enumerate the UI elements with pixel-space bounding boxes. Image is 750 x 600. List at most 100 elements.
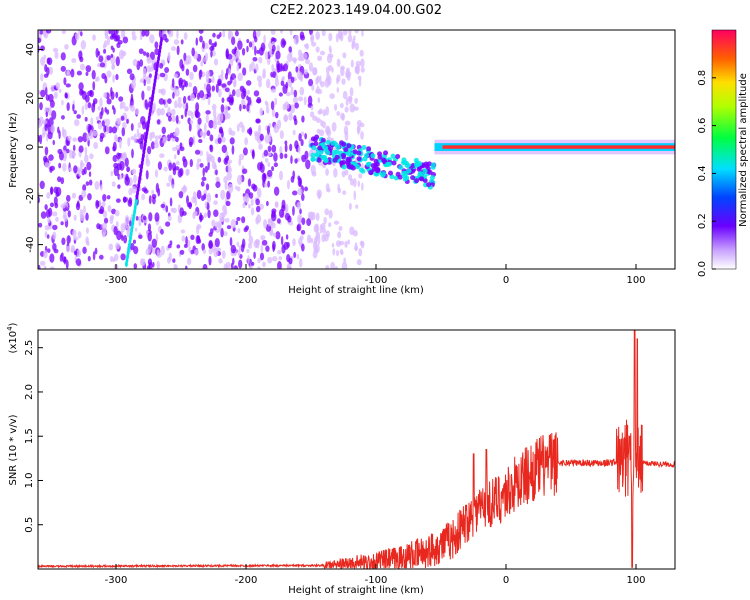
spectrogram-cell <box>395 153 401 159</box>
spectrogram-cell <box>46 57 51 65</box>
spectrogram-cell <box>202 249 207 254</box>
spectrogram-carrier-core <box>442 145 675 149</box>
spectrogram-cell <box>231 36 236 46</box>
spectrogram-cell <box>271 41 276 46</box>
spectrogram-cell <box>404 175 410 181</box>
spectrogram-cell <box>133 245 139 255</box>
spectrogram-cell <box>231 48 237 55</box>
spectrogram-cell <box>298 96 304 102</box>
spectrogram-cell <box>306 234 312 244</box>
spectrogram-cell <box>85 239 89 246</box>
spectrogram-cell <box>108 243 114 251</box>
spectrogram-cell <box>234 30 239 37</box>
y-tick-label: 0.5 <box>24 517 35 533</box>
spectrogram-cell <box>115 73 119 81</box>
spectrogram-cell <box>92 81 96 91</box>
spectrogram-cell <box>204 201 208 209</box>
spectrogram-cell <box>178 77 184 86</box>
spectrogram-cell <box>79 56 84 63</box>
spectrogram-cell <box>139 34 143 41</box>
spectrogram-cell <box>146 56 152 64</box>
spectrogram-cell <box>265 200 269 207</box>
spectrogram-cell <box>247 242 253 249</box>
spectrogram-cell <box>236 186 241 192</box>
spectrogram-cell <box>106 70 112 78</box>
spectrogram-cell <box>74 32 80 41</box>
spectrogram-cell <box>343 147 349 153</box>
spectrogram-cell <box>353 190 357 201</box>
spectrogram-cell <box>104 31 109 40</box>
y-tick-label: 2.5 <box>24 340 35 356</box>
spectrogram-cell <box>200 60 204 67</box>
spectrogram-cell <box>40 211 47 219</box>
spectrogram-cell <box>295 66 299 73</box>
spectrogram-cell <box>311 211 316 221</box>
spectrogram-cell <box>85 212 89 221</box>
spectrogram-cell <box>122 36 129 44</box>
spectrogram-cell <box>317 55 323 62</box>
spectrogram-cell <box>198 30 204 34</box>
spectrogram-cell <box>98 254 104 260</box>
spectrogram-cell <box>180 114 184 119</box>
spectrogram-cell <box>203 83 207 90</box>
spectrogram-cell <box>294 140 299 149</box>
spectrogram-cell <box>344 131 349 141</box>
spectrogram-cell <box>94 247 98 255</box>
spectrogram-cell <box>239 85 245 93</box>
spectrogram-cell <box>105 124 110 135</box>
spectrogram-cell <box>289 30 293 36</box>
spectrogram-cell <box>297 56 303 62</box>
spectrogram-cell <box>270 100 275 111</box>
spectrogram-cell <box>86 161 92 171</box>
spectrogram-cell <box>221 144 228 154</box>
spectrogram-cell <box>175 114 179 124</box>
spectrogram-cell <box>52 139 55 146</box>
spectrogram-cell <box>258 56 263 64</box>
spectrogram-cell <box>178 191 184 199</box>
spectrogram-cell <box>293 118 298 126</box>
spectrogram-cell <box>157 161 163 170</box>
spectrogram-cell <box>160 107 165 116</box>
spectrogram-cell <box>290 155 293 165</box>
spectrogram-cell <box>338 240 345 246</box>
spectrogram-cell <box>85 71 89 76</box>
spectrogram-cell <box>337 231 342 239</box>
spectrogram-cell <box>48 154 54 161</box>
spectrogram-cell <box>120 115 125 121</box>
spectrogram-cell <box>256 49 260 54</box>
spectrogram-cell <box>208 255 212 266</box>
spectrogram-cell <box>214 163 217 171</box>
spectrogram-y-ticks: -40 -20 0 20 40 <box>25 43 43 253</box>
spectrogram-cell <box>254 238 260 245</box>
spectrogram-cell <box>109 255 114 263</box>
spectrogram-cell <box>300 72 303 83</box>
spectrogram-cell <box>336 76 339 85</box>
spectrogram-cell <box>151 189 155 195</box>
spectrogram-cell <box>390 153 396 159</box>
spectrogram-cell <box>277 249 282 255</box>
spectrogram-cell <box>104 106 108 113</box>
spectrogram-cell <box>357 75 362 81</box>
spectrogram-cell <box>271 256 278 262</box>
spectrogram-cell <box>116 230 122 241</box>
spectrogram-cell <box>51 211 58 217</box>
spectrogram-cell <box>111 126 118 134</box>
spectrogram-cell <box>293 251 297 258</box>
spectrogram-cell <box>82 246 87 255</box>
spectrogram-cell <box>342 90 348 100</box>
spectrogram-cell <box>49 266 55 269</box>
spectrogram-cell <box>126 68 133 75</box>
spectrogram-cell <box>247 178 252 187</box>
spectrogram-cell <box>87 102 92 109</box>
spectrogram-cell <box>80 160 83 166</box>
spectrogram-cell <box>213 200 218 206</box>
spectrogram-cell <box>203 122 207 133</box>
spectrogram-cell <box>166 182 171 187</box>
spectrogram-cell <box>319 75 322 85</box>
spectrogram-cell <box>271 166 275 172</box>
spectrogram-cell <box>217 137 222 144</box>
spectrogram-cell <box>310 156 316 162</box>
spectrogram-cell <box>328 209 333 219</box>
spectrogram-marks <box>38 30 675 269</box>
spectrogram-cell <box>323 216 327 225</box>
